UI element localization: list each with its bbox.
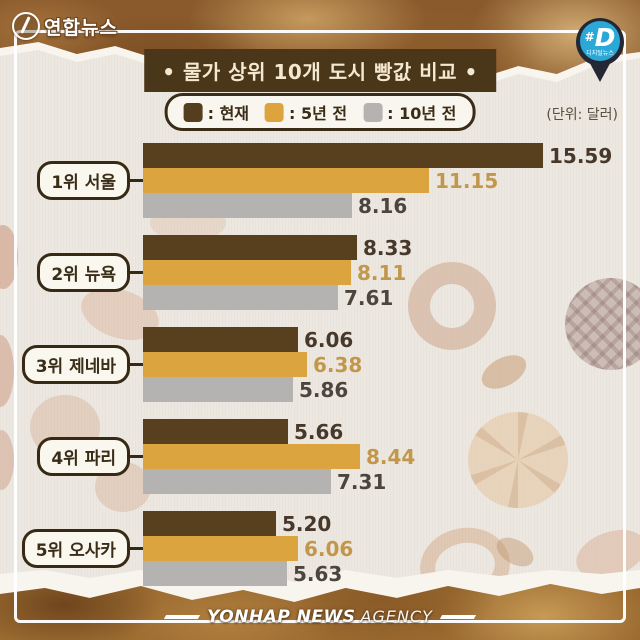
legend-label: : 10년 전 [387,104,457,123]
footer-brand-light: AGENCY [360,607,433,626]
legend: : 현재 : 5년 전 : 10년 전 [164,93,476,131]
legend-label: : 5년 전 [289,104,348,123]
bar-value: 5.20 [282,511,332,536]
bar-row: 8.11 [143,260,412,285]
chart-group: 2위 뉴욕 8.33 8.11 7.61 [20,235,612,310]
bar-value: 8.44 [366,444,416,469]
bar-stack: 6.06 6.38 5.86 [143,327,362,402]
bar-현재 [143,511,276,536]
bar-row: 7.31 [143,469,415,494]
unit-label: (단위: 달러) [546,107,618,123]
bar-value: 6.06 [304,327,354,352]
yonhap-emblem-icon [12,12,40,40]
rank-label: 1위 서울 [37,161,130,200]
rank-label: 4위 파리 [37,437,130,476]
paper-edge-blob [0,335,14,407]
bar-현재 [143,419,288,444]
bar-row: 6.06 [143,536,353,561]
bar-row: 8.44 [143,444,415,469]
yonhap-logo: 연합뉴스 [12,12,118,40]
bar-10년 전 [143,561,287,586]
chart-group: 1위 서울 15.59 11.15 8.16 [20,143,612,218]
bar-row: 8.33 [143,235,412,260]
legend-label: : 현재 [207,104,250,123]
label-tick [130,455,143,458]
bar-row: 5.86 [143,377,362,402]
footer-line-left [163,615,201,619]
bar-10년 전 [143,285,338,310]
bar-value: 11.15 [435,168,499,193]
rank-label: 3위 제네바 [21,345,130,384]
label-tick [130,547,143,550]
footer-line-right [439,615,477,619]
bar-10년 전 [143,377,293,402]
legend-swatch [363,102,383,122]
bar-value: 7.31 [337,469,387,494]
label-tick [130,271,143,274]
bar-row: 6.06 [143,327,362,352]
legend-item: : 5년 전 [265,100,347,124]
bar-stack: 8.33 8.11 7.61 [143,235,412,310]
rank-label: 2위 뉴욕 [37,253,130,292]
bar-row: 5.20 [143,511,353,536]
bar-현재 [143,235,357,260]
legend-item: : 10년 전 [363,100,456,124]
bar-value: 5.66 [294,419,344,444]
paper-edge-blob [0,225,18,289]
bar-value: 7.61 [344,285,394,310]
legend-item: : 현재 [183,100,250,124]
paper-edge-blob [0,430,14,490]
badge-letter: D [594,23,616,52]
bar-row: 11.15 [143,168,612,193]
bar-value: 6.38 [313,352,363,377]
chart-group: 4위 파리 5.66 8.44 7.31 [20,419,612,494]
footer-brand-strong: YONHAP NEWS [207,607,356,627]
label-tick [130,363,143,366]
label-tick [130,179,143,182]
rank-label: 5위 오사카 [21,529,130,568]
bar-5년 전 [143,260,351,285]
chart: 1위 서울 15.59 11.15 8.16 2위 뉴욕 8.33 8.11 7.61 … [20,143,612,603]
bar-row: 7.61 [143,285,412,310]
bar-5년 전 [143,444,360,469]
chart-group: 3위 제네바 6.06 6.38 5.86 [20,327,612,402]
bar-stack: 5.20 6.06 5.63 [143,511,353,586]
yonhap-logo-text: 연합뉴스 [44,16,118,39]
bar-row: 8.16 [143,193,612,218]
bar-5년 전 [143,352,307,377]
bar-value: 8.11 [357,260,407,285]
digital-news-badge: # D 디지털뉴스 [572,18,628,104]
bar-row: 15.59 [143,143,612,168]
badge-hash: # [584,30,595,44]
footer: YONHAP NEWS AGENCY [0,607,640,627]
bar-10년 전 [143,469,331,494]
bar-stack: 15.59 11.15 8.16 [143,143,612,218]
bar-value: 5.63 [293,561,343,586]
bar-stack: 5.66 8.44 7.31 [143,419,415,494]
bar-10년 전 [143,193,352,218]
bar-현재 [143,327,298,352]
legend-swatch [183,102,203,122]
badge-subtext: 디지털뉴스 [586,50,614,57]
bar-row: 6.38 [143,352,362,377]
bar-5년 전 [143,536,298,561]
bar-value: 6.06 [304,536,354,561]
digital-news-disc: # D 디지털뉴스 [580,21,620,61]
bar-value: 8.33 [363,235,413,260]
bar-value: 15.59 [549,143,613,168]
bar-value: 8.16 [358,193,408,218]
bar-5년 전 [143,168,429,193]
bar-row: 5.63 [143,561,353,586]
footer-brand: YONHAP NEWS AGENCY [207,607,433,627]
chart-group: 5위 오사카 5.20 6.06 5.63 [20,511,612,586]
bar-row: 5.66 [143,419,415,444]
page-title: • 물가 상위 10개 도시 빵값 비교 • [144,49,496,92]
legend-swatch [265,102,285,122]
bar-현재 [143,143,543,168]
bar-value: 5.86 [299,377,349,402]
